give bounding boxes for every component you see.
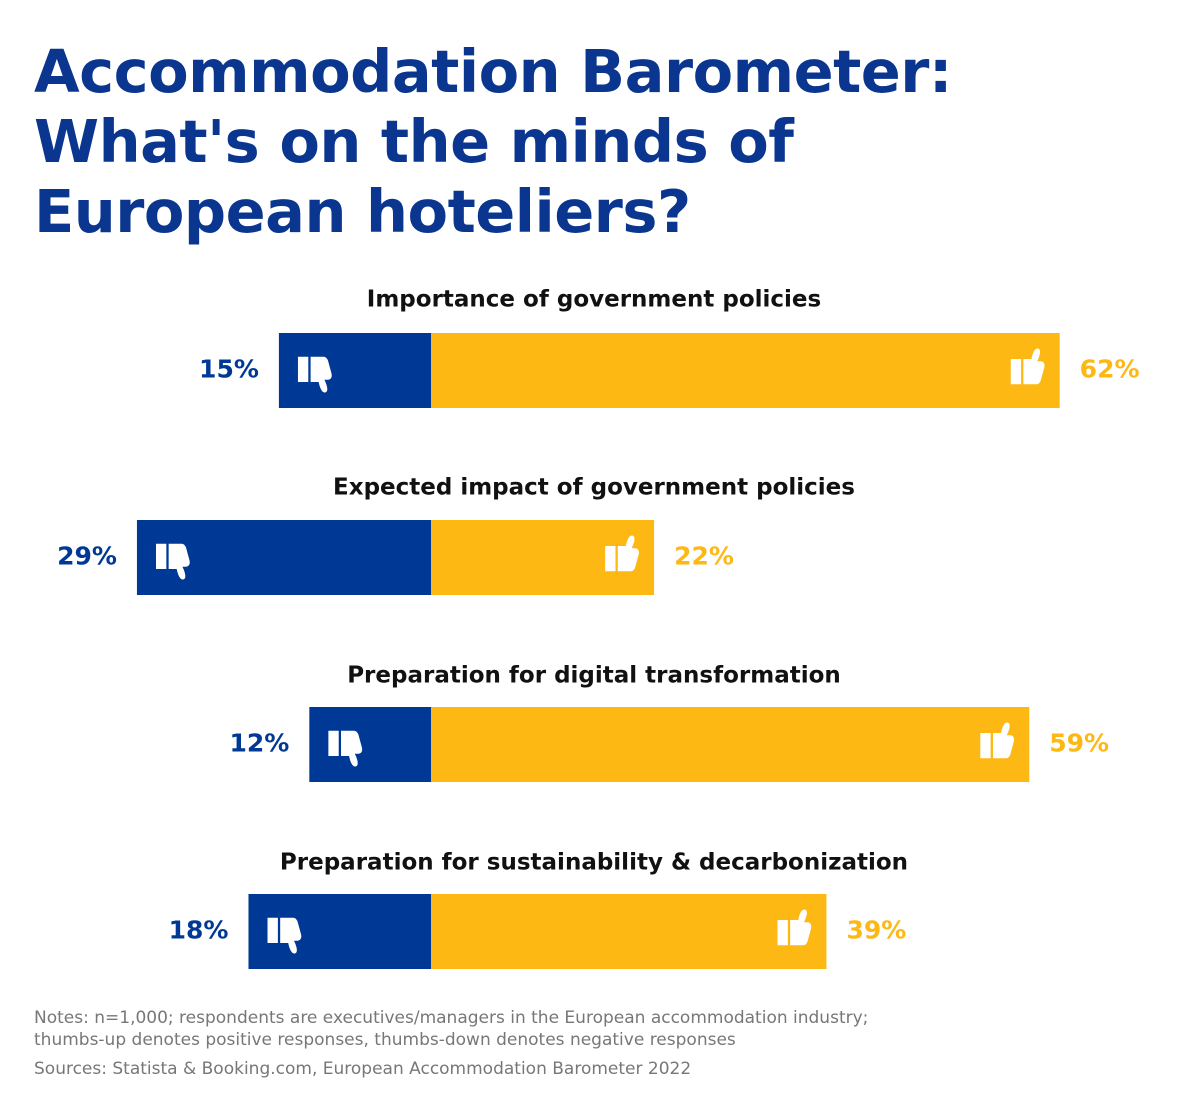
thumbs-up-icon: [777, 909, 812, 946]
thumbs-down-icon: [267, 917, 302, 954]
positive-value-label: 22%: [674, 542, 734, 571]
positive-value-label: 39%: [846, 916, 906, 945]
title-line-2: What's on the minds of: [34, 107, 794, 176]
thumbs-up-icon: [1010, 348, 1045, 385]
negative-value-label: 18%: [169, 916, 229, 945]
positive-bar: [431, 707, 1030, 782]
negative-value-label: 29%: [57, 542, 117, 571]
notes-line-1: Notes: n=1,000; respondents are executiv…: [34, 1008, 869, 1028]
negative-value-label: 15%: [199, 355, 259, 384]
positive-value-label: 62%: [1080, 355, 1140, 384]
positive-bar: [431, 894, 827, 969]
title-line-3: European hoteliers?: [34, 177, 691, 246]
thumbs-up-icon: [980, 722, 1015, 759]
positive-value-label: 59%: [1049, 729, 1109, 758]
thumbs-down-icon: [297, 356, 332, 393]
category-label: Expected impact of government policies: [333, 475, 855, 501]
sources-line: Sources: Statista & Booking.com, Europea…: [34, 1059, 692, 1079]
thumbs-down-icon: [328, 730, 363, 767]
negative-value-label: 12%: [229, 729, 289, 758]
category-label: Preparation for sustainability & decarbo…: [280, 850, 908, 876]
thumbs-up-icon: [605, 535, 639, 572]
positive-bar: [431, 520, 655, 595]
notes-line-2: thumbs-up denotes positive responses, th…: [34, 1030, 736, 1050]
negative-bar: [309, 707, 431, 782]
negative-bar: [248, 894, 431, 969]
category-label: Importance of government policies: [367, 287, 821, 313]
thumbs-down-icon: [155, 543, 190, 580]
title-line-1: Accommodation Barometer:: [34, 37, 953, 106]
positive-bar: [431, 333, 1060, 408]
category-label: Preparation for digital transformation: [347, 663, 841, 689]
